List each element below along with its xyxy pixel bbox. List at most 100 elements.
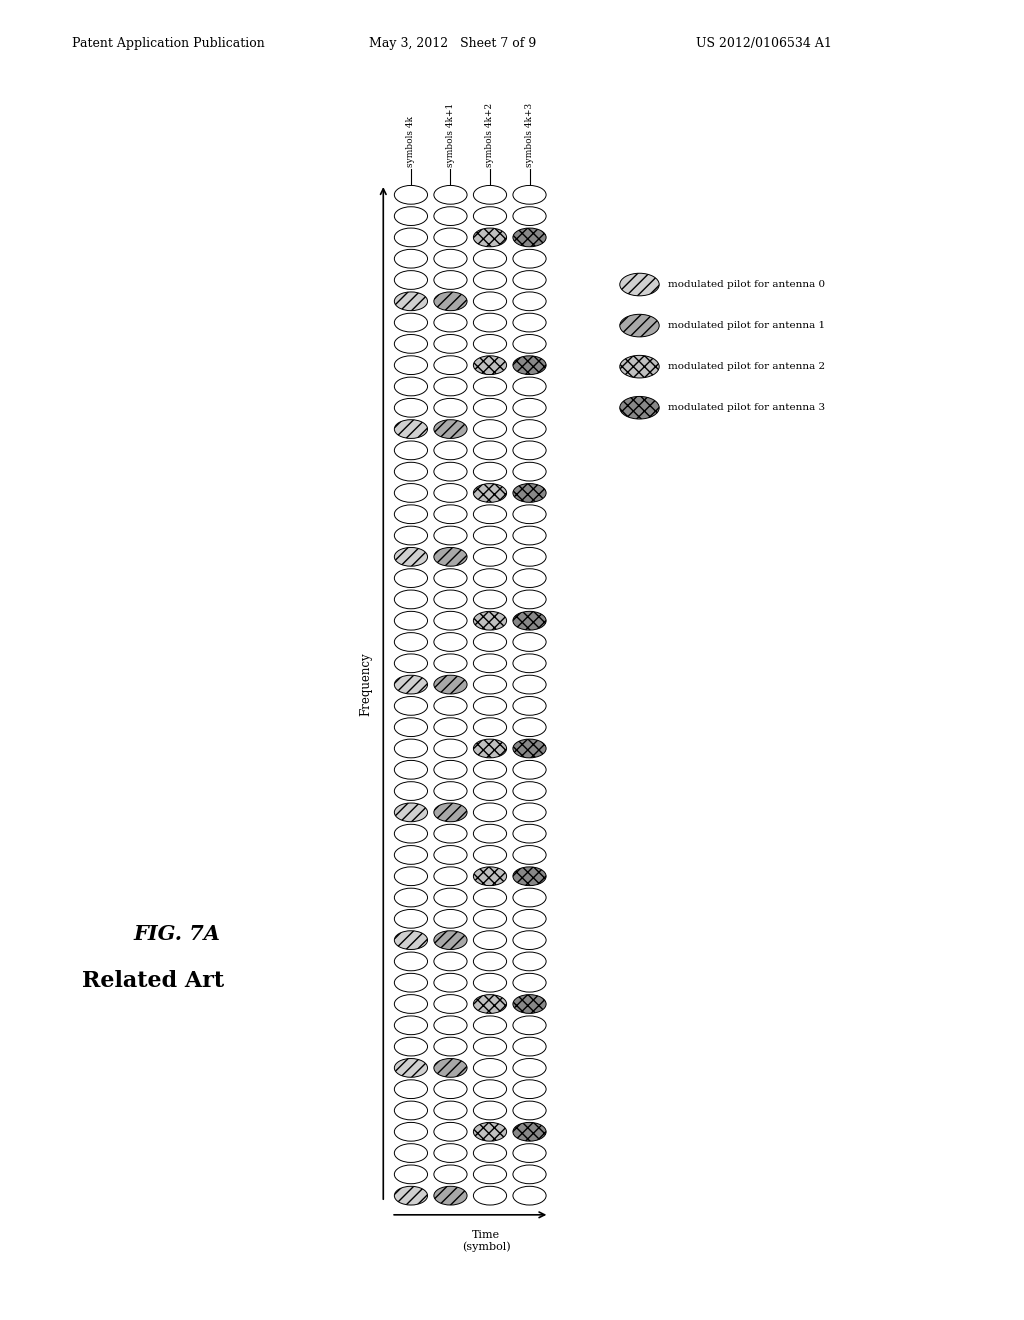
Ellipse shape — [434, 292, 467, 310]
Ellipse shape — [473, 271, 507, 289]
Ellipse shape — [434, 1080, 467, 1098]
Ellipse shape — [513, 420, 546, 438]
Ellipse shape — [513, 995, 546, 1014]
Ellipse shape — [394, 1016, 428, 1035]
Ellipse shape — [513, 185, 546, 205]
Ellipse shape — [473, 1143, 507, 1163]
Ellipse shape — [434, 1187, 467, 1205]
Ellipse shape — [434, 867, 467, 886]
Ellipse shape — [513, 462, 546, 480]
Ellipse shape — [620, 396, 659, 418]
Ellipse shape — [513, 271, 546, 289]
Ellipse shape — [394, 1166, 428, 1184]
Ellipse shape — [513, 1166, 546, 1184]
Ellipse shape — [473, 441, 507, 459]
Ellipse shape — [513, 676, 546, 694]
Ellipse shape — [434, 888, 467, 907]
Ellipse shape — [394, 760, 428, 779]
Ellipse shape — [394, 590, 428, 609]
Ellipse shape — [434, 483, 467, 503]
Ellipse shape — [473, 504, 507, 524]
Ellipse shape — [473, 781, 507, 800]
Ellipse shape — [473, 803, 507, 822]
Ellipse shape — [434, 1143, 467, 1163]
Ellipse shape — [473, 399, 507, 417]
Text: symbols 4k: symbols 4k — [407, 116, 416, 168]
Ellipse shape — [434, 527, 467, 545]
Text: FIG. 7A: FIG. 7A — [133, 924, 220, 944]
Ellipse shape — [394, 611, 428, 630]
Ellipse shape — [394, 334, 428, 354]
Ellipse shape — [394, 271, 428, 289]
Ellipse shape — [620, 355, 659, 378]
Ellipse shape — [473, 995, 507, 1014]
Ellipse shape — [513, 1080, 546, 1098]
Ellipse shape — [394, 1122, 428, 1142]
Ellipse shape — [473, 909, 507, 928]
Ellipse shape — [434, 569, 467, 587]
Ellipse shape — [513, 867, 546, 886]
Ellipse shape — [513, 760, 546, 779]
Ellipse shape — [394, 867, 428, 886]
Ellipse shape — [434, 504, 467, 524]
Ellipse shape — [394, 356, 428, 375]
Ellipse shape — [394, 399, 428, 417]
Ellipse shape — [473, 888, 507, 907]
Ellipse shape — [513, 931, 546, 949]
Ellipse shape — [394, 1059, 428, 1077]
Ellipse shape — [513, 803, 546, 822]
Ellipse shape — [473, 867, 507, 886]
Ellipse shape — [434, 846, 467, 865]
Ellipse shape — [473, 1038, 507, 1056]
Ellipse shape — [473, 676, 507, 694]
Text: Frequency: Frequency — [359, 653, 372, 717]
Ellipse shape — [473, 1166, 507, 1184]
Ellipse shape — [473, 249, 507, 268]
Ellipse shape — [434, 824, 467, 843]
Ellipse shape — [434, 973, 467, 993]
Ellipse shape — [513, 718, 546, 737]
Ellipse shape — [473, 527, 507, 545]
Ellipse shape — [473, 931, 507, 949]
Ellipse shape — [473, 718, 507, 737]
Ellipse shape — [513, 292, 546, 310]
Ellipse shape — [434, 632, 467, 651]
Ellipse shape — [513, 781, 546, 800]
Ellipse shape — [620, 273, 659, 296]
Text: US 2012/0106534 A1: US 2012/0106534 A1 — [696, 37, 833, 50]
Ellipse shape — [513, 632, 546, 651]
Ellipse shape — [513, 1016, 546, 1035]
Ellipse shape — [434, 334, 467, 354]
Ellipse shape — [513, 697, 546, 715]
Ellipse shape — [394, 441, 428, 459]
Ellipse shape — [513, 249, 546, 268]
Ellipse shape — [394, 207, 428, 226]
Ellipse shape — [394, 548, 428, 566]
Ellipse shape — [513, 527, 546, 545]
Text: symbols 4k+1: symbols 4k+1 — [446, 103, 455, 168]
Ellipse shape — [620, 314, 659, 337]
Ellipse shape — [473, 1016, 507, 1035]
Ellipse shape — [394, 909, 428, 928]
Ellipse shape — [473, 824, 507, 843]
Ellipse shape — [473, 1122, 507, 1142]
Ellipse shape — [473, 760, 507, 779]
Ellipse shape — [394, 718, 428, 737]
Ellipse shape — [394, 846, 428, 865]
Ellipse shape — [513, 888, 546, 907]
Ellipse shape — [513, 1122, 546, 1142]
Ellipse shape — [513, 356, 546, 375]
Ellipse shape — [473, 590, 507, 609]
Ellipse shape — [394, 1187, 428, 1205]
Ellipse shape — [513, 313, 546, 331]
Ellipse shape — [513, 441, 546, 459]
Ellipse shape — [434, 1101, 467, 1119]
Ellipse shape — [434, 718, 467, 737]
Ellipse shape — [513, 611, 546, 630]
Ellipse shape — [434, 249, 467, 268]
Text: modulated pilot for antenna 2: modulated pilot for antenna 2 — [668, 362, 825, 371]
Ellipse shape — [434, 909, 467, 928]
Ellipse shape — [513, 1187, 546, 1205]
Text: modulated pilot for antenna 0: modulated pilot for antenna 0 — [668, 280, 825, 289]
Ellipse shape — [434, 462, 467, 480]
